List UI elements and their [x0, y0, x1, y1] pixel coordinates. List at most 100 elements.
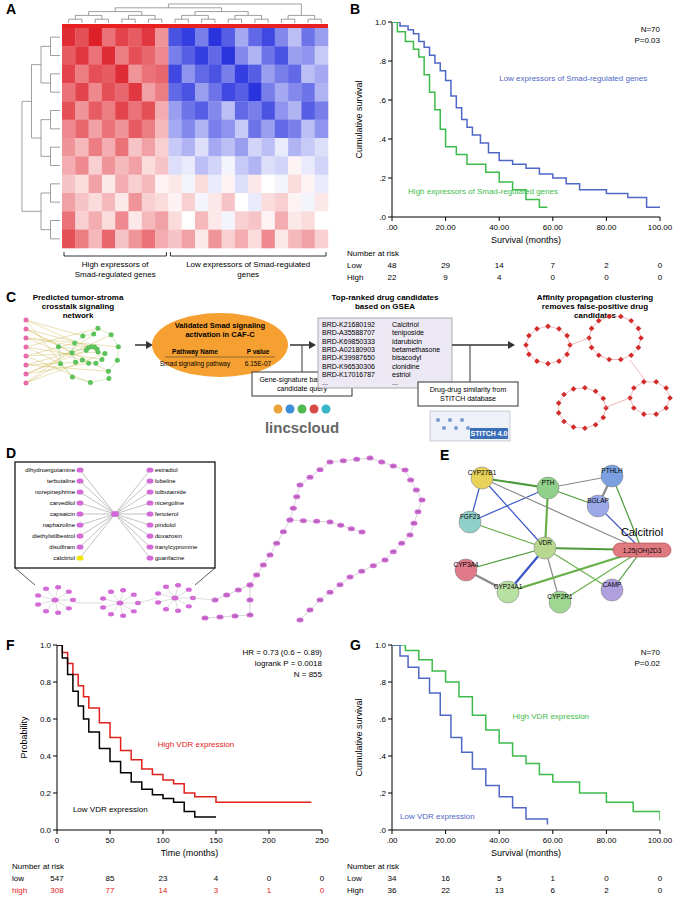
heat-cell — [168, 120, 182, 139]
step-title: Validated Smad signalingactivation in CA… — [175, 321, 266, 339]
heat-cell — [142, 120, 156, 139]
risk-value: 1 — [551, 874, 556, 883]
protein-label: CAMP — [603, 581, 622, 588]
heat-cell — [301, 101, 315, 120]
network-node — [24, 372, 29, 377]
heat-cell — [235, 83, 249, 102]
risk-value: 22 — [388, 273, 397, 282]
x-tick — [57, 830, 58, 834]
heat-cell — [102, 138, 116, 157]
risk-title: Number at risk — [12, 862, 65, 871]
network-node — [66, 589, 72, 593]
node-glyph — [255, 575, 259, 576]
heat-cell — [142, 230, 156, 249]
heat-cell — [102, 230, 116, 249]
curve-label: Low VDR expression — [73, 805, 148, 814]
y-tick — [388, 756, 392, 757]
network-edge — [80, 514, 115, 558]
x-tick — [499, 217, 500, 221]
y-tick — [53, 719, 57, 720]
node-glyph — [203, 618, 207, 619]
table-cell: Smad signaling pathway — [160, 360, 231, 368]
network-edge — [115, 514, 150, 515]
dendrogram — [288, 15, 289, 19]
heat-cell — [275, 46, 289, 65]
heat-cell — [142, 101, 156, 120]
heat-cell — [315, 28, 329, 47]
dendrogram — [75, 15, 76, 19]
x-tick-label: 20.00 — [436, 223, 457, 232]
node-glyph — [360, 571, 364, 572]
heat-cell — [142, 83, 156, 102]
heat-cell — [115, 28, 129, 47]
dendrogram — [208, 15, 209, 19]
x-tick-label: 60.00 — [543, 836, 564, 845]
dendrogram — [221, 8, 222, 12]
drug-callout: Calcitriol — [621, 526, 663, 538]
heat-cell — [262, 120, 276, 139]
node-glyph — [291, 508, 295, 509]
dendrogram — [22, 211, 41, 212]
network-node — [172, 596, 179, 601]
heat-cell — [288, 28, 302, 47]
network-node — [347, 575, 354, 580]
node-glyph — [403, 470, 407, 471]
network-node — [411, 521, 418, 526]
dendrogram — [101, 15, 102, 19]
curve-label: High VDR expression — [158, 740, 234, 749]
network-edge — [115, 514, 150, 558]
inset-node — [147, 467, 154, 472]
stitch-badge — [470, 428, 508, 439]
heat-cell — [102, 83, 116, 102]
network-node — [526, 333, 532, 339]
logo-dot — [286, 405, 295, 414]
network-node — [589, 326, 595, 332]
dendrogram — [248, 12, 249, 16]
survival-curve — [57, 645, 311, 802]
candidate-id: BRD-K21680192 — [322, 321, 375, 328]
network-edge — [80, 514, 115, 525]
dendrogram — [228, 19, 229, 23]
dendrogram — [181, 15, 182, 19]
network-node — [24, 354, 29, 359]
connector — [470, 345, 471, 382]
arrow-head — [309, 341, 316, 349]
stitch-panel: ECYP27B1PTHPTHLHFGF23BGLAPCYP3A4VDRCYP24… — [440, 447, 671, 613]
network-edge — [80, 503, 115, 514]
panel-letter: F — [6, 637, 15, 653]
heat-cell — [222, 211, 236, 230]
heat-cell — [262, 83, 276, 102]
risk-value: 2 — [604, 886, 609, 895]
heat-cell — [248, 175, 262, 194]
dendrogram — [308, 19, 309, 23]
x-axis-label: Survival (months) — [491, 235, 561, 245]
heat-cell — [168, 46, 182, 65]
candidate-id: BRD-K96530306 — [322, 363, 375, 370]
group-bracket — [326, 252, 327, 256]
drug-label: disulfiram — [49, 544, 75, 550]
heat-cell — [89, 230, 103, 249]
node-glyph — [295, 496, 299, 497]
dendrogram — [234, 15, 235, 19]
heat-cell — [155, 83, 169, 102]
candidate-name: Calcitriol — [392, 321, 419, 328]
network-node — [307, 608, 314, 613]
heat-cell — [115, 156, 129, 175]
inset-node — [147, 511, 154, 516]
network-node — [407, 533, 414, 538]
risk-value: 7 — [551, 261, 556, 270]
candidate-name: teniposide — [392, 329, 424, 337]
network-node — [108, 612, 114, 616]
dendrogram — [314, 15, 315, 19]
dendrogram — [135, 19, 136, 23]
x-tick — [110, 830, 111, 834]
heat-cell — [168, 65, 182, 84]
heat-cell — [262, 46, 276, 65]
heat-cell — [102, 101, 116, 120]
network-node — [88, 380, 93, 385]
y-tick — [388, 178, 392, 179]
dendrogram — [51, 220, 61, 221]
heat-cell — [301, 138, 315, 157]
survival-curve — [392, 22, 660, 207]
dendrogram — [155, 15, 156, 19]
